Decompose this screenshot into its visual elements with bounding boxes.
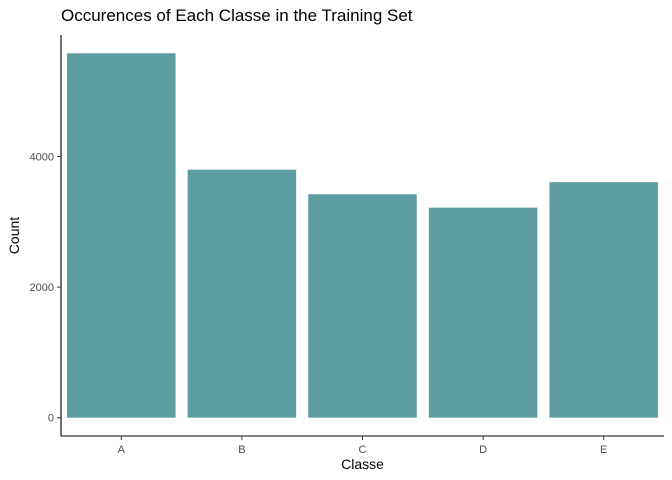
x-tick-label: D (479, 444, 487, 456)
bar-e (549, 182, 658, 418)
bar-a (67, 53, 176, 418)
y-tick-label: 2000 (30, 282, 54, 294)
x-tick-label: B (238, 444, 245, 456)
bar-d (428, 207, 538, 418)
x-tick-label: A (118, 444, 126, 456)
y-tick-label: 4000 (30, 151, 54, 163)
bar-b (187, 169, 297, 418)
x-tick-label: E (600, 444, 607, 456)
chart-title: Occurences of Each Classe in the Trainin… (61, 6, 413, 25)
x-axis-title: Classe (341, 456, 384, 472)
y-tick-label: 0 (48, 413, 54, 425)
x-tick-label: C (359, 444, 367, 456)
bar-c (308, 194, 417, 418)
y-axis-title: Count (6, 217, 22, 254)
